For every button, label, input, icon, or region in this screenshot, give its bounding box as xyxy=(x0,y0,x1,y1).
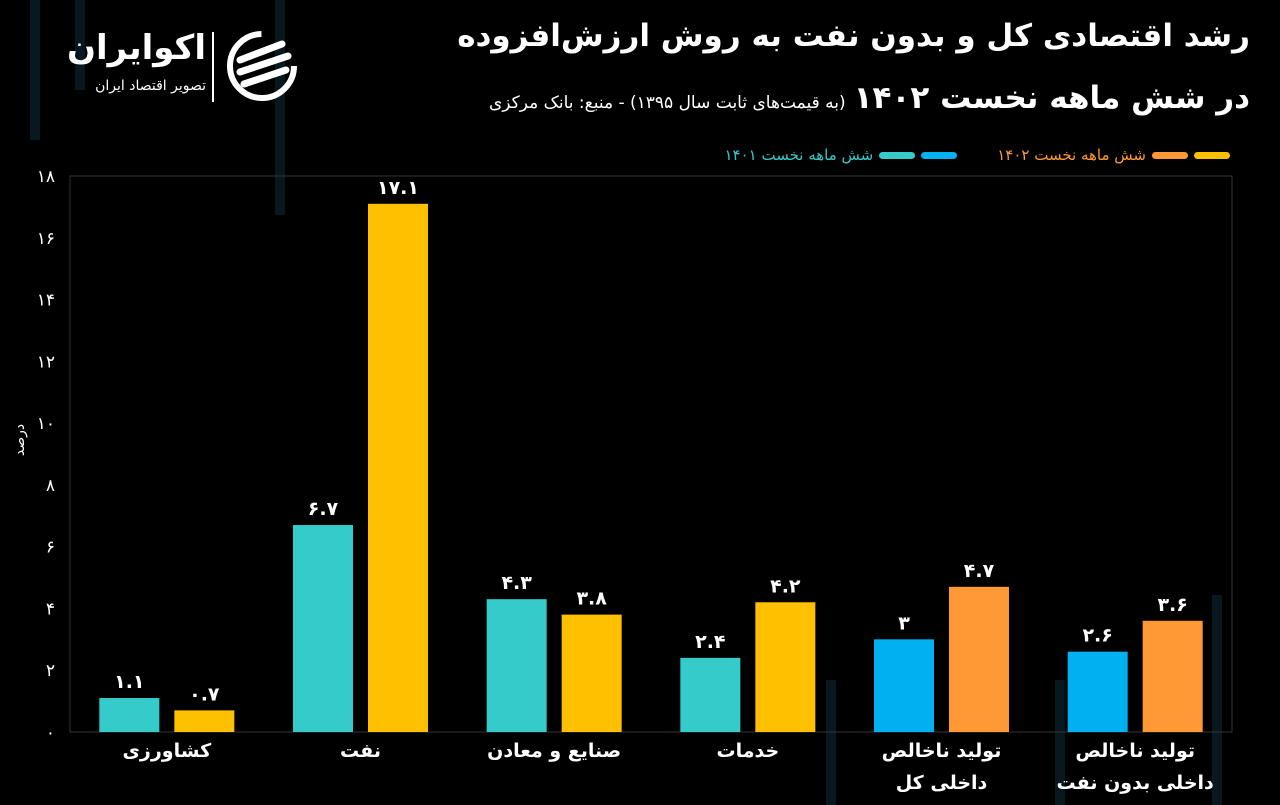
data-label: ۲.۶ xyxy=(1082,625,1112,647)
bar xyxy=(1067,651,1128,732)
bar xyxy=(680,657,741,732)
data-label: ۳ xyxy=(898,612,910,634)
chart-title-line1: رشد اقتصادی کل و بدون نفت به روش ارزش‌اف… xyxy=(457,18,1250,54)
logo-divider xyxy=(212,32,214,102)
data-label: ۳.۸ xyxy=(576,588,607,610)
decorative-stripe xyxy=(1212,595,1222,805)
bar xyxy=(174,710,235,732)
decorative-stripe xyxy=(75,0,85,90)
data-label: ۴.۲ xyxy=(770,575,801,597)
bar xyxy=(486,599,547,732)
y-tick-label: ۴ xyxy=(46,599,55,619)
y-tick-label: ۱۰ xyxy=(37,414,55,434)
bar xyxy=(561,614,622,732)
chart-title-line2: در شش ماهه نخست ۱۴۰۲ (به قیمت‌های ثابت سا… xyxy=(489,80,1250,116)
x-tick-label: صنایع و معادن xyxy=(487,740,621,762)
x-tick-label: نفت xyxy=(340,740,381,762)
x-tick-label: تولید ناخالص xyxy=(1075,740,1195,762)
x-tick-label: داخلی بدون نفت xyxy=(1057,772,1214,794)
decorative-stripe xyxy=(30,0,40,140)
bar xyxy=(1142,620,1203,732)
legend-swatch-teal xyxy=(879,151,916,159)
legend-item-1402: شش ماهه نخست ۱۴۰۲ xyxy=(997,146,1230,164)
bar xyxy=(99,698,160,732)
bar xyxy=(293,525,353,732)
title-line2-text: در شش ماهه نخست ۱۴۰۲ xyxy=(853,80,1250,116)
logo-name: اکوایران xyxy=(67,28,206,68)
data-label: ۳.۶ xyxy=(1157,594,1187,616)
legend-item-1401: شش ماهه نخست ۱۴۰۱ xyxy=(724,146,958,164)
data-label: ۱.۱ xyxy=(114,671,144,693)
bar xyxy=(949,586,1009,732)
legend-swatch-blue xyxy=(921,151,958,159)
data-label: ۴.۳ xyxy=(501,572,532,594)
decorative-stripe xyxy=(1055,680,1065,805)
plot-frame xyxy=(69,175,1233,733)
y-tick-label: ۶ xyxy=(46,538,55,558)
bar xyxy=(368,203,428,733)
chart-subtitle: (به قیمت‌های ثابت سال ۱۳۹۵) - منبع: بانک… xyxy=(488,93,846,113)
bar xyxy=(874,639,934,732)
data-label: ۲.۴ xyxy=(695,631,725,653)
logo-tagline: تصویر اقتصاد ایران xyxy=(95,78,206,94)
logo: اکوایران تصویر اقتصاد ایران xyxy=(46,28,306,108)
y-tick-label: ۱۲ xyxy=(37,352,55,372)
y-tick-label: ۰ xyxy=(46,723,55,743)
data-label: ۰.۷ xyxy=(189,683,220,705)
data-label: ۱۷.۱ xyxy=(377,177,419,199)
logo-mark-icon xyxy=(227,31,297,101)
x-tick-label: داخلی کل xyxy=(896,772,988,794)
legend-swatch-yellow xyxy=(1194,151,1230,159)
legend-label: شش ماهه نخست ۱۴۰۱ xyxy=(724,146,874,164)
y-tick-label: ۱۴ xyxy=(37,291,55,311)
legend: شش ماهه نخست ۱۴۰۲ شش ماهه نخست ۱۴۰۱ xyxy=(724,146,1230,164)
y-tick-label: ۱۶ xyxy=(37,229,55,249)
decorative-stripe xyxy=(826,680,836,805)
x-tick-label: کشاورزی xyxy=(123,740,213,762)
data-label: ۶.۷ xyxy=(308,498,339,520)
y-tick-label: ۸ xyxy=(46,476,55,496)
y-axis-label: درصد xyxy=(12,424,28,456)
data-label: ۴.۷ xyxy=(964,560,995,582)
legend-label: شش ماهه نخست ۱۴۰۲ xyxy=(997,146,1146,164)
y-tick-label: ۲ xyxy=(46,661,55,681)
x-tick-label: خدمات xyxy=(716,740,779,762)
x-tick-label: تولید ناخالص xyxy=(882,740,1002,762)
y-tick-label: ۱۸ xyxy=(37,167,55,187)
decorative-stripe xyxy=(275,0,285,215)
bar xyxy=(755,602,816,732)
legend-swatch-orange xyxy=(1152,151,1188,159)
